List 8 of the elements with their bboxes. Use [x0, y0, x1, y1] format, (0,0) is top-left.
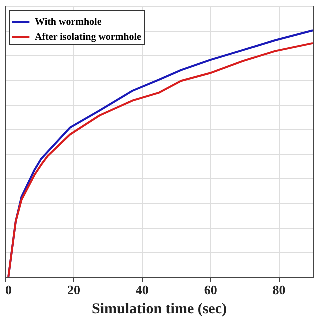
legend-label: After isolating wormhole [35, 32, 142, 43]
x-tick-label: 60 [204, 282, 218, 298]
x-tick-label: 80 [272, 282, 286, 298]
legend-label: With wormhole [35, 17, 102, 28]
x-tick-label: 20 [67, 282, 80, 298]
x-tick-label: 40 [136, 282, 149, 298]
x-axis-title: Simulation time (sec) [92, 302, 227, 318]
x-tick-label: 0 [6, 282, 12, 298]
